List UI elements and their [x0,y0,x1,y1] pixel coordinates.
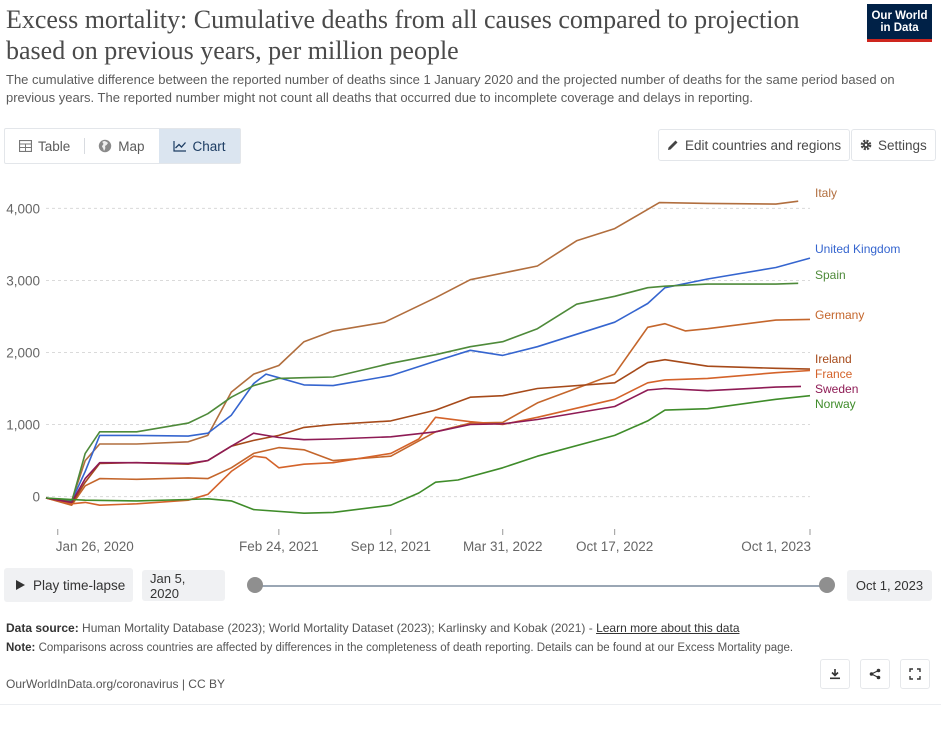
line-chart-icon [172,141,186,152]
tab-map-label: Map [118,138,145,154]
download-icon [830,669,840,680]
view-tabs: Table Map Chart [4,128,241,164]
play-timelapse-button[interactable]: Play time-lapse [4,568,133,602]
globe-icon [99,139,112,153]
tab-chart[interactable]: Chart [158,129,240,163]
series-label-france[interactable]: France [815,367,853,381]
download-button[interactable] [820,659,850,689]
settings-label: Settings [878,137,927,153]
tab-map[interactable]: Map [84,129,158,163]
logo-line-2: in Data [880,22,919,34]
series-line-ireland[interactable] [45,358,811,505]
chart-note: Note: Comparisons across countries are a… [6,641,806,656]
play-icon [16,580,25,590]
series-label-ireland[interactable]: Ireland [815,352,852,366]
x-tick-label: Jan 26, 2020 [56,539,134,554]
chart-subtitle: The cumulative difference between the re… [6,72,895,105]
data-source: Data source: Human Mortality Database (2… [6,621,826,636]
y-tick-label: 1,000 [6,418,40,433]
x-tick-label: Feb 24, 2021 [239,539,319,554]
bottom-divider [0,704,941,705]
x-tick-label: Oct 1, 2023 [741,539,811,554]
series-lines [45,200,811,515]
edit-countries-label: Edit countries and regions [685,137,842,153]
fullscreen-button[interactable] [900,659,930,689]
logo-line-1: Our World [871,10,928,22]
series-line-united-kingdom[interactable] [45,257,811,502]
settings-button[interactable]: Settings [851,129,936,161]
table-icon [19,140,32,152]
tab-table-label: Table [38,138,71,154]
timeline-end-handle[interactable] [819,577,835,593]
y-axis: 0 1,000 2,000 3,000 4,000 [6,201,40,504]
timeline-track[interactable] [255,585,827,587]
end-date-box[interactable]: Oct 1, 2023 [847,570,932,601]
share-button[interactable] [860,659,890,689]
chart-title: Excess mortality: Cumulative deaths from… [6,5,800,65]
tab-table[interactable]: Table [5,129,84,163]
series-labels: Italy United Kingdom Spain Germany IrelandFr… [815,186,900,411]
series-label-united-kingdom[interactable]: United Kingdom [815,242,900,256]
share-icon [869,668,881,680]
series-label-italy[interactable]: Italy [815,186,837,200]
gridlines [46,207,810,498]
timeline-start-handle[interactable] [247,577,263,593]
x-tick-label: Oct 17, 2022 [576,539,653,554]
credit-line: OurWorldInData.org/coronavirus | CC BY [6,677,225,691]
y-tick-label: 0 [32,490,40,505]
learn-more-link[interactable]: Learn more about this data [596,621,740,635]
x-tick-label: Mar 31, 2022 [463,539,543,554]
x-axis: Jan 26, 2020 Feb 24, 2021 Sep 12, 2021 Mar … [46,524,811,554]
edit-countries-button[interactable]: Edit countries and regions [658,129,851,161]
series-line-spain[interactable] [45,282,799,503]
data-source-text: Human Mortality Database (2023); World M… [82,621,593,635]
series-label-spain[interactable]: Spain [815,268,846,282]
y-tick-label: 4,000 [6,201,40,216]
data-source-label: Data source: [6,621,79,635]
x-tick-label: Sep 12, 2021 [351,539,431,554]
tab-chart-label: Chart [192,138,226,154]
y-tick-label: 3,000 [6,273,40,288]
fullscreen-icon [909,668,921,680]
play-timelapse-label: Play time-lapse [33,577,126,593]
series-line-italy[interactable] [45,200,799,502]
note-label: Note: [6,642,36,654]
series-label-sweden[interactable]: Sweden [815,382,858,396]
gear-icon [860,139,872,151]
start-date-box[interactable]: Jan 5, 2020 [142,570,225,601]
pencil-icon [668,140,678,150]
series-line-france[interactable] [45,369,811,507]
series-label-norway[interactable]: Norway [815,397,856,411]
series-line-norway[interactable] [45,394,811,515]
owid-logo[interactable]: Our World in Data [867,4,932,42]
series-label-germany[interactable]: Germany [815,308,864,322]
line-chart: 0 1,000 2,000 3,000 4,000 Jan 26, 2020 Feb 24… [6,186,900,554]
series-line-sweden[interactable] [45,385,802,504]
y-tick-label: 2,000 [6,346,40,361]
note-text: Comparisons across countries are affecte… [38,642,794,654]
